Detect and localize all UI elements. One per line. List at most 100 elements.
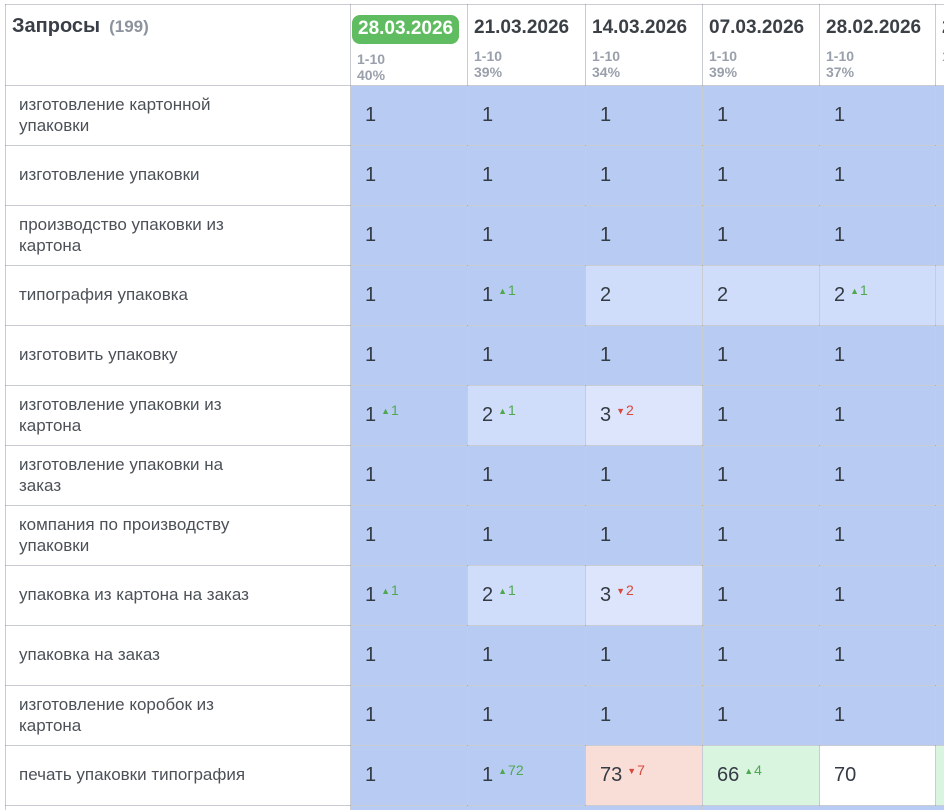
keyword-text: типография упаковка (19, 285, 189, 305)
top-range-label: 1-10 (592, 48, 621, 64)
position-change-badge: ▲1 (498, 282, 516, 298)
keyword-cell[interactable]: упаковка на заказ (5, 625, 351, 686)
position-change-badge: ▲1 (850, 282, 868, 298)
keyword-cell[interactable]: типография упаковка (5, 265, 351, 326)
position-value: 73 (600, 764, 623, 786)
table-row: изготовление упаковки 1 1 1 1 1 (5, 145, 944, 206)
position-value: 3 (600, 584, 612, 606)
position-cell: 1 (350, 505, 468, 566)
position-cell: 1 (702, 145, 820, 206)
position-cell: 1 (819, 385, 936, 446)
up-arrow-icon: ▲ (381, 586, 391, 596)
table-row: изготовление упаковки из картона 1 ▲1 2 ▲1 3 ▼… (5, 385, 944, 446)
position-cell: 1 (585, 685, 703, 746)
position-value: 1 (600, 344, 612, 366)
position-cell: 1 (819, 205, 936, 266)
position-cell: 1 (702, 445, 820, 506)
position-cell: 70 (819, 745, 936, 806)
position-cell: 1 (585, 325, 703, 386)
position-cell: 1 (702, 325, 820, 386)
top-percent-label: 39% (709, 64, 738, 80)
up-arrow-icon: ▲ (498, 586, 508, 596)
date-label: 28.02.2026 (826, 17, 922, 38)
position-value: 1 (834, 164, 846, 186)
position-value: 1 (717, 164, 729, 186)
position-value: 1 (365, 164, 377, 186)
column-date: 07.03.2026 (709, 15, 817, 41)
keyword-cell[interactable]: изготовление упаковки (5, 145, 351, 206)
keyword-cell[interactable]: производство упаковки из картона (5, 205, 351, 266)
position-cell (702, 805, 820, 810)
position-value: 1 (600, 644, 612, 666)
position-value: 1 (365, 704, 377, 726)
keyword-cell[interactable]: изготовление коробок из картона (5, 685, 351, 746)
keyword-cell[interactable]: изготовление картонной упаковки (5, 85, 351, 146)
table-row: упаковка на заказ 1 1 1 1 1 (5, 625, 944, 686)
column-date: 28.02.2026 (826, 15, 933, 41)
up-arrow-icon: ▲ (498, 286, 508, 296)
keyword-cell[interactable]: изготовление упаковки из картона (5, 385, 351, 446)
position-value: 1 (482, 524, 494, 546)
position-cell: 3 ▼2 (585, 385, 703, 446)
position-cell: 1 ▲1 (350, 385, 468, 446)
position-cell: 1 (819, 445, 936, 506)
keywords-count: (199) (109, 17, 149, 36)
position-value: 1 (834, 404, 846, 426)
position-change-badge: ▼2 (616, 582, 634, 598)
date-column-header[interactable]: 21.03.2026 1-10 39% (467, 4, 586, 86)
position-value: 1 (482, 224, 494, 246)
keyword-cell[interactable]: печать упаковки типография (5, 745, 351, 806)
position-value: 70 (834, 764, 857, 786)
position-cell: 1 (467, 445, 586, 506)
date-column-header[interactable]: 28.03.2026 1-10 40% (350, 4, 468, 86)
position-value: 1 (717, 524, 729, 546)
keyword-cell[interactable]: компания по производству упаковки (5, 505, 351, 566)
position-cell: 1 (702, 85, 820, 146)
position-cell (935, 325, 944, 386)
date-column-header[interactable]: 07.03.2026 1-10 39% (702, 4, 820, 86)
position-cell: 1 (467, 685, 586, 746)
date-column-header[interactable]: 14.03.2026 1-10 34% (585, 4, 703, 86)
position-cell: 1 (350, 685, 468, 746)
position-cell: 3 ▼2 (585, 565, 703, 626)
date-column-header-partial[interactable]: 21 (935, 4, 944, 86)
position-cell: 1 (350, 205, 468, 266)
position-value: 1 (717, 404, 729, 426)
keyword-cell[interactable]: изготовление упаковки на заказ (5, 445, 351, 506)
position-cell: 1 (467, 85, 586, 146)
position-cell: 1 (585, 85, 703, 146)
table-row: печать упаковки типография 1 1 ▲72 73 ▼7 66 ▲4 7… (5, 745, 944, 806)
keyword-cell[interactable]: изготовить упаковку (5, 325, 351, 386)
table-row-partial (5, 805, 944, 810)
position-change-badge: ▲1 (381, 582, 399, 598)
top-range-label: 1-10 (826, 48, 855, 64)
keyword-cell[interactable]: упаковка из картона на заказ (5, 565, 351, 626)
position-cell: 1 ▲1 (467, 265, 586, 326)
position-value: 1 (365, 764, 377, 786)
position-cell: 73 ▼7 (585, 745, 703, 806)
position-value: 1 (834, 704, 846, 726)
position-cell (935, 445, 944, 506)
position-value: 1 (365, 104, 377, 126)
position-value: 1 (600, 104, 612, 126)
date-label: 07.03.2026 (709, 17, 805, 38)
position-value: 2 (600, 284, 612, 306)
position-cell (935, 85, 944, 146)
table-row: изготовление коробок из картона 1 1 1 1 1 (5, 685, 944, 746)
table-row: производство упаковки из картона 1 1 1 1 1 (5, 205, 944, 266)
position-cell: 1 (467, 205, 586, 266)
position-value: 1 (717, 224, 729, 246)
position-cell (935, 505, 944, 566)
position-cell (935, 145, 944, 206)
top-range-label: 1-10 (709, 48, 738, 64)
position-change-badge: ▼7 (627, 762, 645, 778)
position-value: 1 (365, 464, 377, 486)
position-cell (935, 565, 944, 626)
date-column-header[interactable]: 28.02.2026 1-10 37% (819, 4, 936, 86)
position-cell: 1 (350, 445, 468, 506)
position-change-badge: ▲72 (498, 762, 524, 778)
position-value: 1 (717, 584, 729, 606)
keyword-text: изготовление упаковки (19, 165, 200, 185)
position-cell: 1 (350, 145, 468, 206)
position-value: 1 (717, 704, 729, 726)
